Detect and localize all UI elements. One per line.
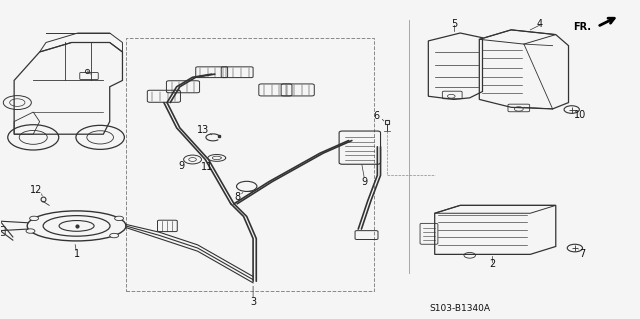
- Circle shape: [29, 216, 38, 221]
- Text: 1: 1: [74, 249, 79, 259]
- Text: 5: 5: [451, 19, 457, 28]
- Text: 12: 12: [30, 184, 43, 195]
- Circle shape: [109, 233, 118, 238]
- Circle shape: [115, 216, 124, 221]
- Text: 9: 9: [179, 161, 185, 171]
- Text: 4: 4: [537, 19, 543, 28]
- Text: FR.: FR.: [573, 22, 591, 32]
- Circle shape: [26, 229, 35, 233]
- Text: 7: 7: [579, 249, 586, 259]
- Text: 10: 10: [574, 110, 586, 120]
- Text: 9: 9: [362, 177, 367, 187]
- Text: 6: 6: [373, 111, 379, 121]
- Text: 8: 8: [234, 192, 240, 203]
- Text: 13: 13: [196, 125, 209, 135]
- Text: 2: 2: [489, 259, 495, 269]
- Text: S103-B1340A: S103-B1340A: [429, 304, 491, 313]
- Text: 3: 3: [250, 297, 256, 307]
- Text: 11: 11: [201, 162, 213, 172]
